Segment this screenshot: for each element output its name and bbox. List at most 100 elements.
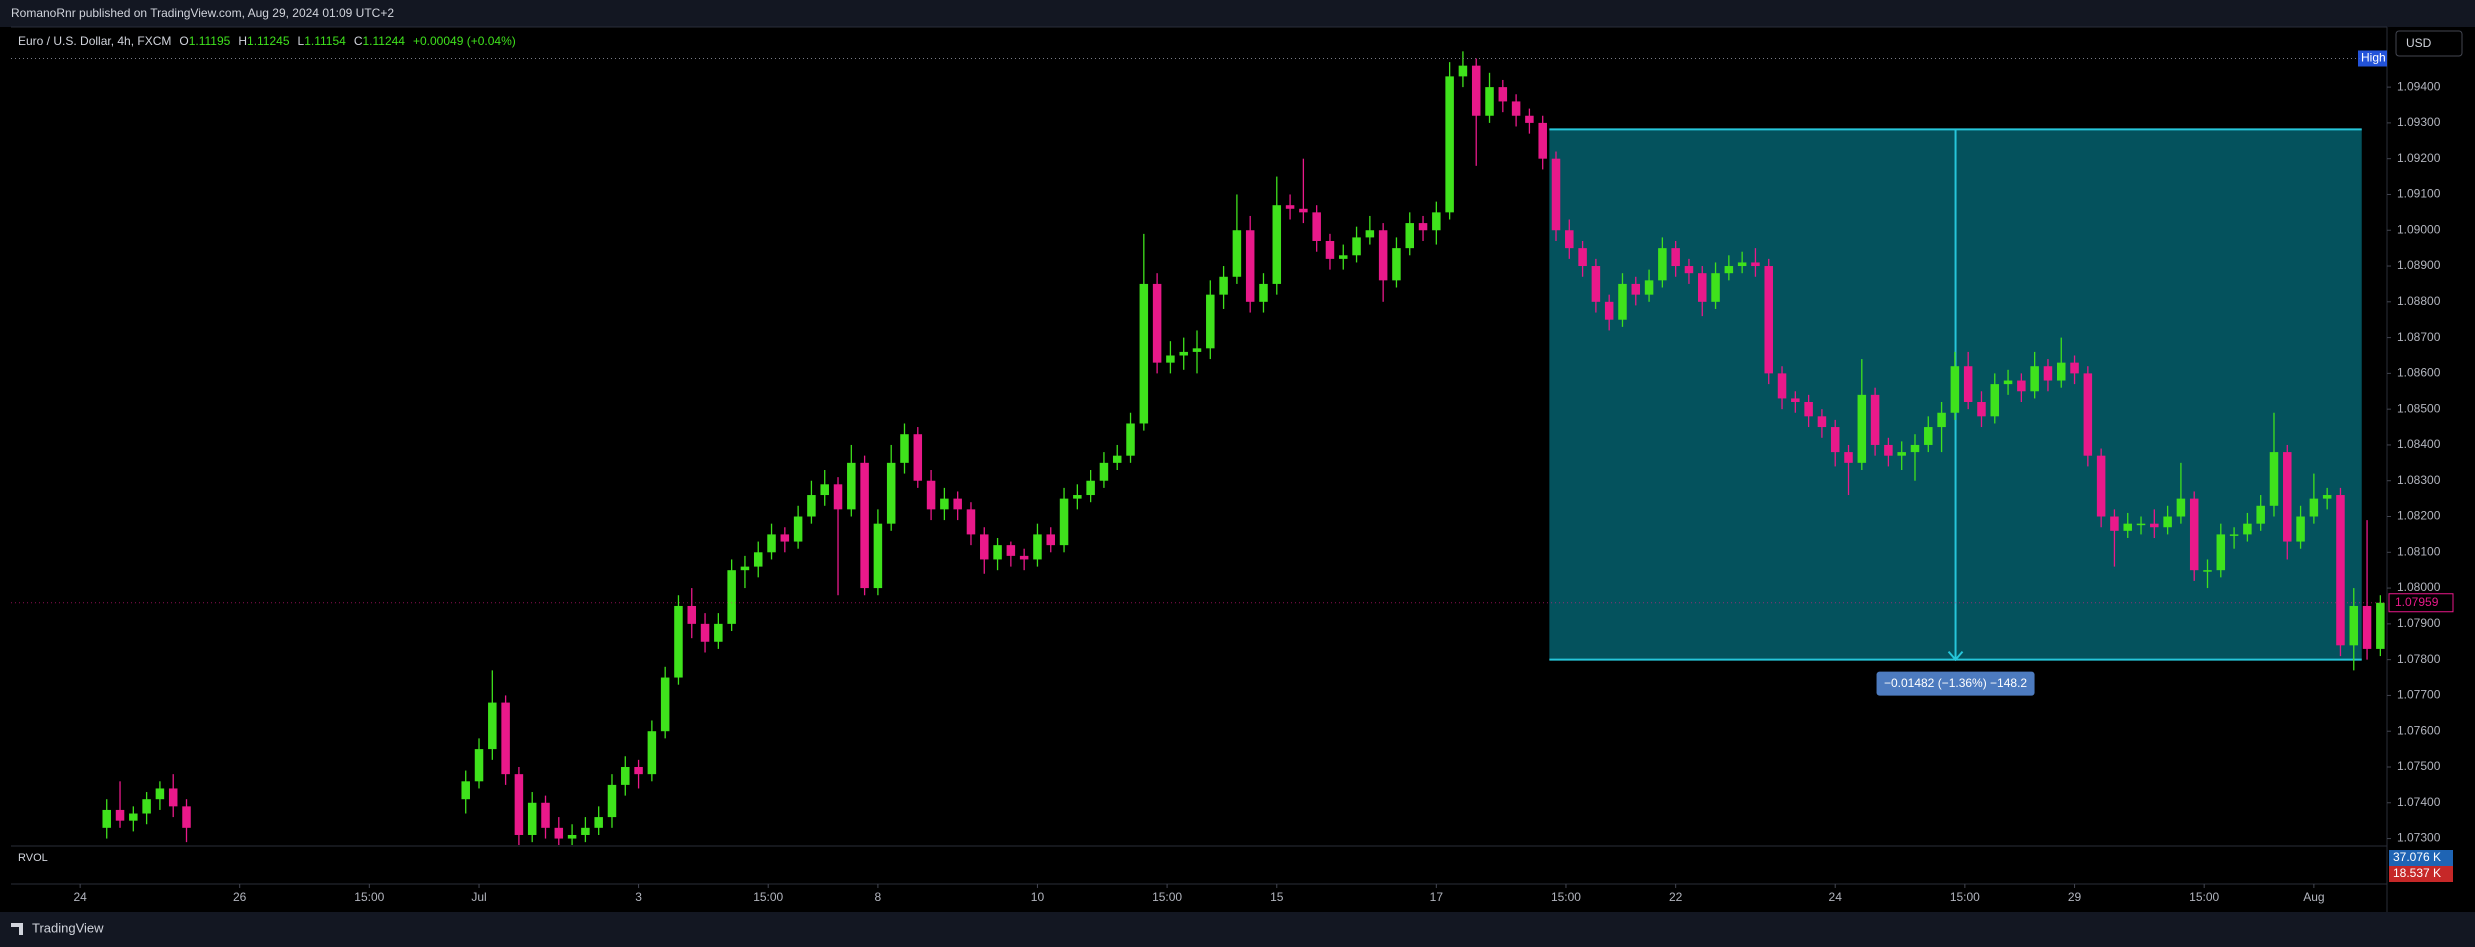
footer-bar: [0, 912, 2475, 947]
y-tick-label: 1.08600: [2397, 366, 2441, 380]
candle-body: [966, 509, 976, 535]
candle-body: [1684, 266, 1694, 274]
footer-logo: TradingView: [32, 920, 104, 935]
y-tick-label: 1.07700: [2397, 688, 2441, 702]
x-tick-label: Aug: [2303, 890, 2324, 904]
header-bar: [0, 0, 2475, 27]
x-tick-label: 29: [2068, 890, 2082, 904]
legend-value: 1.11195: [189, 34, 231, 48]
candle-body: [1325, 240, 1335, 259]
candle-body: [1432, 212, 1441, 231]
candle-body: [621, 766, 630, 785]
candle-body: [1059, 498, 1069, 546]
candle-body: [168, 788, 178, 807]
x-tick-label: 15:00: [354, 890, 384, 904]
y-tick-label: 1.07900: [2397, 616, 2441, 630]
y-tick-label: 1.08500: [2397, 401, 2441, 415]
candle-body: [1538, 122, 1547, 159]
candle-body: [142, 799, 151, 814]
candle-body: [647, 731, 657, 775]
currency-button[interactable]: [2395, 30, 2463, 57]
candle-body: [2030, 366, 2039, 392]
x-tick-label: 24: [73, 890, 87, 904]
candle-body: [1897, 452, 1906, 456]
candle-body: [1578, 248, 1587, 267]
candle-body: [488, 702, 497, 750]
candle-body: [182, 806, 191, 828]
rvol-title: RVOL: [18, 852, 48, 864]
candle-body: [1378, 230, 1388, 281]
candle-body: [1073, 495, 1082, 499]
candle-body: [541, 802, 550, 828]
candle-body: [1112, 455, 1122, 463]
candle-body: [1950, 366, 1960, 413]
candle-body: [1405, 223, 1414, 249]
candle-body: [1644, 280, 1654, 295]
rvol-average-label: 18.537 K: [2393, 866, 2441, 880]
candle-body: [2216, 534, 2226, 571]
y-tick-label: 1.08000: [2397, 580, 2441, 594]
candle-body: [1618, 283, 1627, 320]
candle-body: [1631, 283, 1641, 295]
candle-body: [2070, 362, 2079, 374]
candle-body: [1764, 266, 1773, 374]
x-tick-label: 15: [1270, 890, 1284, 904]
candle-body: [940, 498, 949, 510]
candle-body: [1671, 248, 1680, 267]
legend-key: H: [238, 34, 247, 48]
measure-label-box: [1876, 671, 2035, 696]
legend-change: +0.00049 (+0.04%): [413, 34, 516, 48]
candle-body: [1844, 452, 1853, 463]
candle-body: [634, 766, 643, 775]
y-tick-label: 1.09400: [2397, 79, 2441, 93]
candle-body: [780, 534, 790, 542]
candle-body: [514, 774, 524, 835]
candle-body: [993, 545, 1002, 560]
candle-body: [1471, 65, 1481, 116]
candle-body: [1179, 351, 1188, 356]
x-tick-label: 22: [1669, 890, 1683, 904]
candle-body: [1658, 248, 1667, 281]
candle-body: [1312, 212, 1321, 241]
candle-body: [2376, 602, 2385, 649]
y-tick-label: 1.08800: [2397, 294, 2441, 308]
candle-body: [1152, 283, 1162, 363]
x-tick-label: 15:00: [2189, 890, 2219, 904]
candle-body: [1339, 255, 1348, 259]
candle-body: [1192, 348, 1202, 352]
x-tick-label: 26: [233, 890, 247, 904]
candle-body: [660, 677, 670, 732]
candle-body: [554, 827, 564, 839]
candle-body: [1711, 273, 1720, 302]
candle-body: [1551, 158, 1561, 231]
candle-body: [873, 523, 883, 589]
candle-body: [1392, 248, 1401, 281]
candle-body: [847, 462, 856, 510]
candle-body: [980, 534, 989, 560]
candle-body: [1299, 208, 1308, 213]
candle-body: [753, 552, 763, 567]
x-tick-label: 10: [1031, 890, 1045, 904]
candle-body: [1924, 427, 1933, 445]
candle-body: [594, 817, 603, 828]
y-tick-label: 1.07500: [2397, 759, 2441, 773]
candle-body: [860, 462, 869, 589]
y-tick-label: 1.09300: [2397, 115, 2441, 129]
candle-body: [461, 781, 470, 800]
candle-body: [1166, 355, 1175, 363]
candle-body: [1910, 444, 1920, 453]
y-tick-label: 1.08100: [2397, 544, 2441, 558]
candle-body: [527, 802, 537, 835]
rvol-volume-label: 37.076 K: [2393, 850, 2441, 864]
candle-body: [953, 498, 962, 510]
x-tick-label: 15:00: [1551, 890, 1581, 904]
candle-body: [2309, 498, 2319, 517]
candle-body: [2189, 498, 2199, 571]
candle-body: [740, 566, 750, 571]
y-tick-label: 1.08300: [2397, 473, 2441, 487]
candle-body: [1418, 223, 1428, 231]
candle-body: [1963, 366, 1973, 403]
candle-body: [1777, 373, 1787, 399]
price-pane: [102, 51, 2385, 845]
